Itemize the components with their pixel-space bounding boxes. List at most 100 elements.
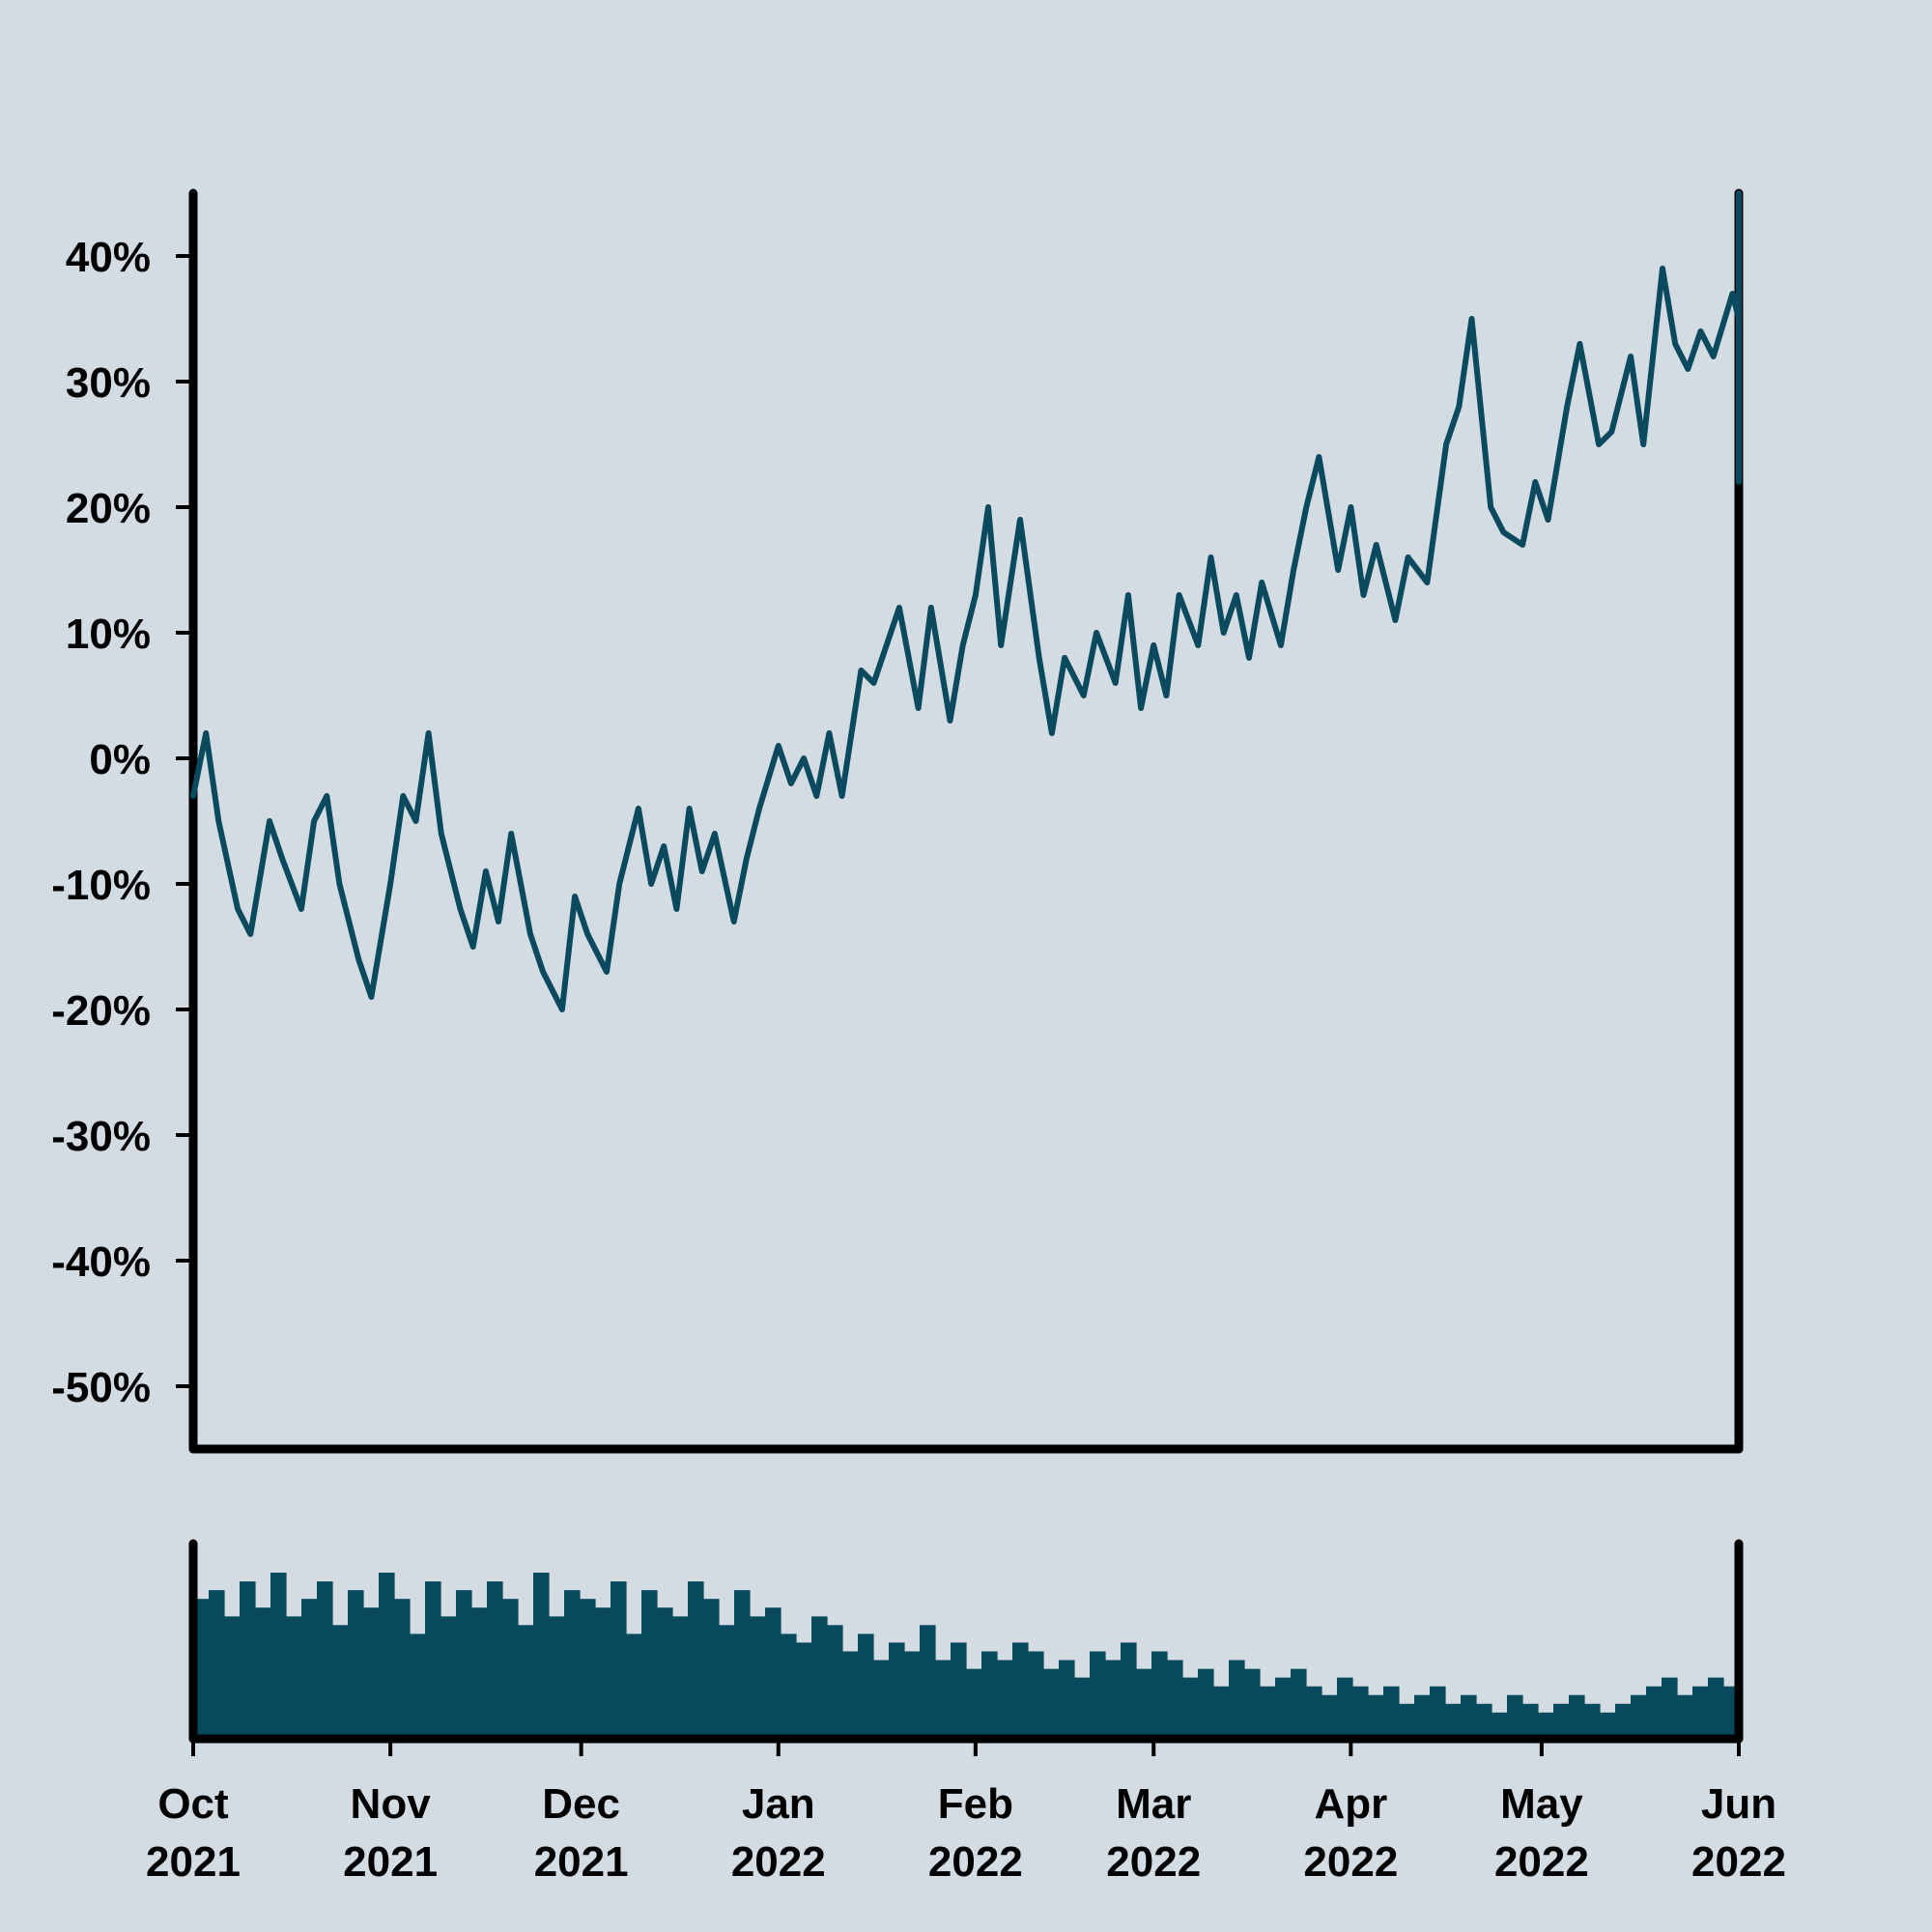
volume-bar	[1198, 1668, 1214, 1739]
volume-bar	[765, 1607, 781, 1739]
volume-bar	[1306, 1686, 1322, 1739]
volume-bar	[1538, 1712, 1554, 1739]
volume-bar	[1352, 1686, 1369, 1739]
volume-bar	[1244, 1668, 1261, 1739]
volume-bar	[255, 1607, 271, 1739]
volume-bar	[1662, 1677, 1678, 1739]
volume-bar	[1692, 1686, 1709, 1739]
volume-bar	[1507, 1694, 1523, 1739]
volume-bar	[379, 1573, 395, 1739]
volume-bar	[1430, 1686, 1446, 1739]
volume-bar	[1708, 1677, 1724, 1739]
volume-bar	[301, 1599, 318, 1739]
price-line	[190, 190, 1742, 1012]
volume-bar	[750, 1616, 766, 1739]
x-tick-month-label: May	[1500, 1780, 1583, 1828]
volume-bar	[827, 1625, 843, 1739]
volume-bar	[471, 1607, 488, 1739]
volume-bar	[595, 1607, 611, 1739]
volume-bar	[502, 1599, 519, 1739]
volume-bar	[1646, 1686, 1662, 1739]
volume-bar	[657, 1607, 673, 1739]
volume-bar	[641, 1590, 658, 1739]
volume-bar	[1229, 1660, 1245, 1739]
volume-bar	[1182, 1677, 1199, 1739]
x-axis: Oct 2021 Nov 2021 Dec 2021 Jan 2022 Feb 2022 Mar 20…	[146, 1739, 1786, 1886]
volume-bar	[873, 1660, 890, 1739]
volume-bar	[1090, 1651, 1106, 1739]
x-tick-year-label: 2022	[1691, 1838, 1786, 1886]
x-tick-month-label: Dec	[542, 1780, 620, 1828]
volume-bar	[904, 1651, 921, 1739]
volume-bar	[580, 1599, 596, 1739]
volume-bar	[456, 1590, 472, 1739]
volume-bar	[549, 1616, 565, 1739]
x-tick-year-label: 2022	[1303, 1838, 1398, 1886]
volume-bar	[1074, 1677, 1091, 1739]
y-tick-label: 20%	[66, 485, 151, 532]
y-tick-label: -20%	[51, 987, 151, 1035]
y-tick-label: 10%	[66, 611, 151, 658]
y-tick-label: -30%	[51, 1113, 151, 1160]
volume-bar	[224, 1616, 241, 1739]
volume-bar	[1445, 1703, 1462, 1739]
volume-bar	[440, 1616, 457, 1739]
y-tick-label: 30%	[66, 359, 151, 407]
volume-bar	[811, 1616, 828, 1739]
volume-bar	[410, 1634, 426, 1739]
volume-bar	[1461, 1694, 1477, 1739]
main-price-panel: 40% 30% 20% 10% 0% -10% -20% -30% -40% -50%	[51, 188, 1744, 1454]
volume-bar	[1414, 1694, 1431, 1739]
volume-bar	[1059, 1660, 1075, 1739]
y-tick-label: -50%	[51, 1364, 151, 1411]
volume-bar	[1368, 1694, 1384, 1739]
x-tick-year-label: 2021	[146, 1838, 241, 1886]
volume-bar	[518, 1625, 534, 1739]
volume-bar	[734, 1590, 751, 1739]
volume-bar	[1167, 1660, 1183, 1739]
y-tick-label: -40%	[51, 1238, 151, 1286]
volume-bar	[935, 1660, 952, 1739]
volume-bar	[1028, 1651, 1044, 1739]
volume-bar	[997, 1660, 1013, 1739]
volume-bar	[703, 1599, 720, 1739]
volume-bar	[1615, 1703, 1632, 1739]
volume-panel	[188, 1539, 1744, 1744]
x-tick-year-label: 2022	[1106, 1838, 1201, 1886]
volume-bar	[1121, 1642, 1137, 1739]
volume-bar	[781, 1634, 797, 1739]
volume-bar	[394, 1599, 411, 1739]
x-tick-month-label: Feb	[938, 1780, 1013, 1828]
x-tick-month-label: Nov	[351, 1780, 432, 1828]
volume-bar	[1136, 1668, 1152, 1739]
volume-bar	[1569, 1694, 1585, 1739]
volume-bar	[920, 1625, 936, 1739]
volume-bar	[487, 1581, 503, 1739]
volume-bar	[240, 1581, 256, 1739]
x-tick-year-label: 2021	[343, 1838, 438, 1886]
volume-bar	[363, 1607, 380, 1739]
volume-bar	[1399, 1703, 1415, 1739]
volume-bar	[1383, 1686, 1400, 1739]
x-tick-year-label: 2022	[731, 1838, 826, 1886]
volume-bar	[564, 1590, 581, 1739]
volume-bar	[796, 1642, 812, 1739]
volume-bar	[1260, 1686, 1276, 1739]
volume-bar	[1151, 1651, 1168, 1739]
volume-bar	[1677, 1694, 1693, 1739]
volume-bar	[1600, 1712, 1616, 1739]
volume-bar	[425, 1581, 441, 1739]
y-tick-label: -10%	[51, 862, 151, 909]
volume-bar	[1291, 1668, 1307, 1739]
volume-bar	[1275, 1677, 1292, 1739]
volume-bar	[1012, 1642, 1029, 1739]
volume-bar	[1584, 1703, 1601, 1739]
volume-bar	[1043, 1668, 1060, 1739]
volume-bar	[1105, 1660, 1122, 1739]
y-tick-label: 40%	[66, 234, 151, 281]
x-tick-year-label: 2022	[928, 1838, 1023, 1886]
x-tick-month-label: Mar	[1116, 1780, 1191, 1828]
volume-bar	[966, 1668, 982, 1739]
